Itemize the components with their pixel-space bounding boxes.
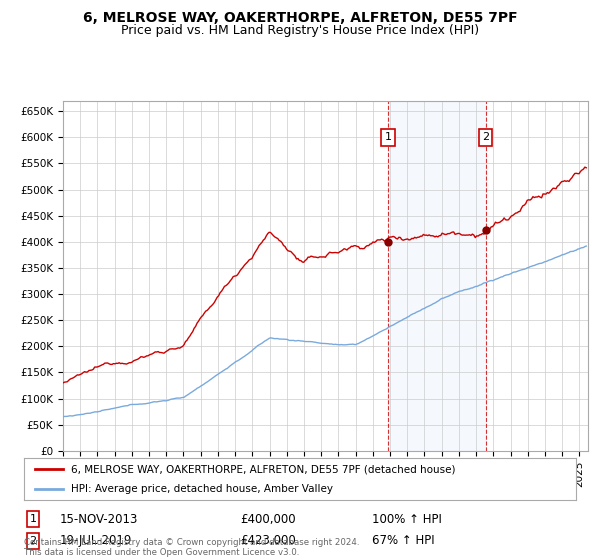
Text: 2: 2 xyxy=(482,132,489,142)
Text: 6, MELROSE WAY, OAKERTHORPE, ALFRETON, DE55 7PF: 6, MELROSE WAY, OAKERTHORPE, ALFRETON, D… xyxy=(83,11,517,25)
Text: 1: 1 xyxy=(29,514,37,524)
Text: £423,000: £423,000 xyxy=(240,534,296,548)
Text: 2: 2 xyxy=(29,536,37,546)
Text: Contains HM Land Registry data © Crown copyright and database right 2024.
This d: Contains HM Land Registry data © Crown c… xyxy=(24,538,359,557)
Bar xyxy=(388,101,485,451)
Text: Price paid vs. HM Land Registry's House Price Index (HPI): Price paid vs. HM Land Registry's House … xyxy=(121,24,479,36)
Text: 67% ↑ HPI: 67% ↑ HPI xyxy=(372,534,434,548)
Text: 100% ↑ HPI: 100% ↑ HPI xyxy=(372,512,442,526)
Text: 6, MELROSE WAY, OAKERTHORPE, ALFRETON, DE55 7PF (detached house): 6, MELROSE WAY, OAKERTHORPE, ALFRETON, D… xyxy=(71,464,455,474)
Text: 15-NOV-2013: 15-NOV-2013 xyxy=(60,512,139,526)
Text: 1: 1 xyxy=(385,132,391,142)
Text: 19-JUL-2019: 19-JUL-2019 xyxy=(60,534,133,548)
Text: £400,000: £400,000 xyxy=(240,512,296,526)
Text: HPI: Average price, detached house, Amber Valley: HPI: Average price, detached house, Ambe… xyxy=(71,484,333,494)
